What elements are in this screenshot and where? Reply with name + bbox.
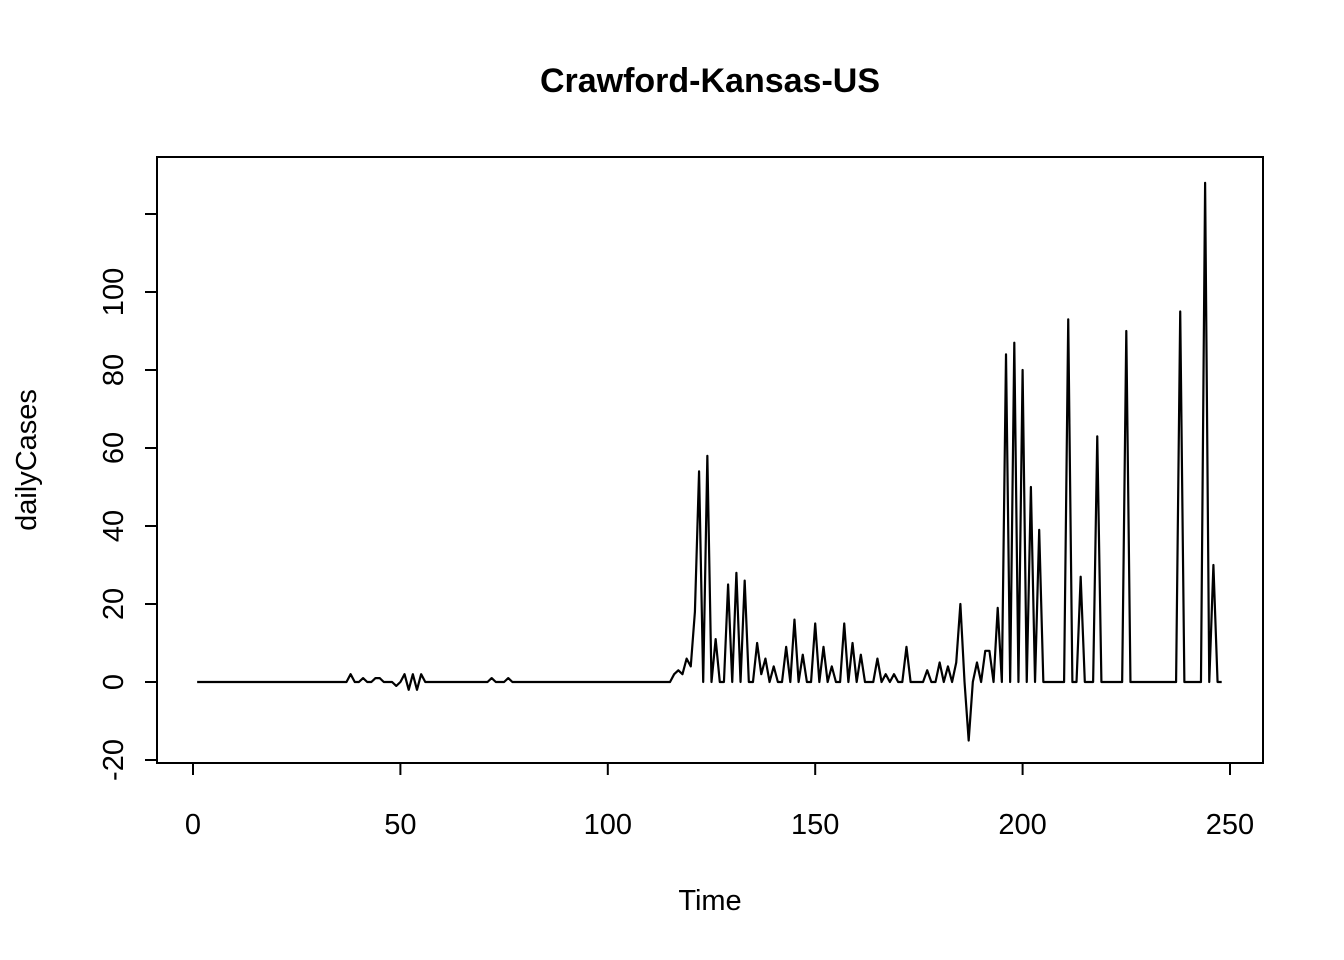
x-axis: 0 50 100 150 200 250 — [185, 763, 1254, 841]
y-axis: -20 0 20 40 60 80 100 — [98, 214, 157, 781]
x-tick-label: 0 — [185, 809, 201, 841]
y-axis-label: dailyCases — [11, 389, 43, 531]
y-tick-label: 100 — [98, 268, 130, 316]
x-tick-label: 100 — [584, 809, 632, 841]
x-tick-label: 150 — [791, 809, 839, 841]
series-line-daily-cases — [197, 183, 1222, 741]
x-tick-label: 250 — [1206, 809, 1254, 841]
y-tick-label: 80 — [98, 354, 130, 386]
y-tick-label: 40 — [98, 510, 130, 542]
y-tick-label: 20 — [98, 588, 130, 620]
x-axis-label: Time — [678, 885, 741, 917]
chart-title: Crawford-Kansas-US — [540, 62, 880, 100]
y-tick-label: 60 — [98, 432, 130, 464]
y-tick-label: 0 — [98, 674, 130, 690]
x-tick-label: 200 — [998, 809, 1046, 841]
x-tick-label: 50 — [384, 809, 416, 841]
y-tick-label: -20 — [98, 739, 130, 781]
